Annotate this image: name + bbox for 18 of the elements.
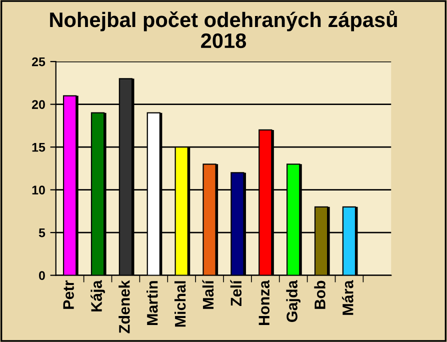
x-tick-label: Martin [146, 281, 158, 325]
y-tick-label: 20 [32, 100, 45, 109]
x-tick-label: Petr [63, 280, 74, 309]
y-tick-label: 10 [32, 186, 45, 194]
x-tick-label: Gajda [286, 280, 300, 322]
x-tick-label: Mára [342, 280, 354, 315]
y-tick-label: 15 [32, 142, 46, 152]
y-tick-label: 0 [39, 271, 45, 280]
x-tick-label: Kája [90, 280, 105, 312]
chart-title: Nohejbal počet odehraných zápasů 2018 [50, 10, 397, 48]
x-tick-label: Michal [174, 281, 186, 327]
x-tick-label: Honza [258, 280, 270, 325]
x-tick-label: Malí [202, 280, 214, 309]
x-tick-label: Bob [314, 280, 326, 309]
x-tick-label: Zelí [230, 280, 242, 306]
y-tick-label: 5 [38, 228, 46, 238]
y-tick-label: 25 [32, 57, 46, 66]
x-tick-label: Zdenek [118, 280, 130, 334]
